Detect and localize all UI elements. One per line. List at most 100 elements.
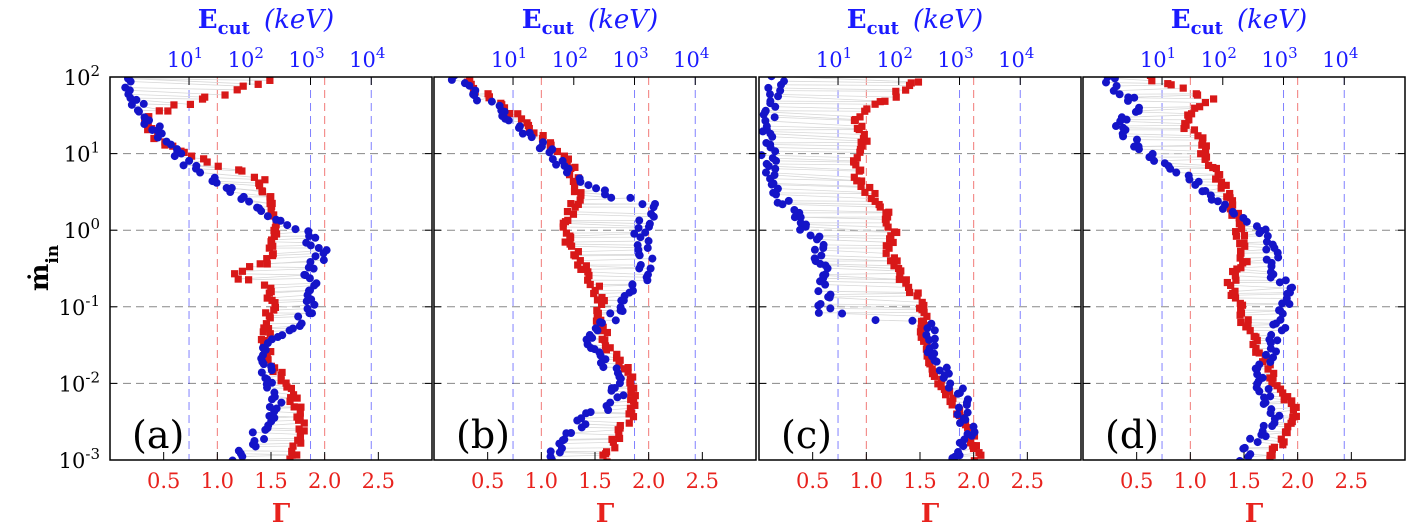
gamma-point <box>616 421 624 430</box>
y-tick-label: 10-3 <box>59 445 100 473</box>
gamma-point <box>278 368 286 377</box>
y-tick-exponent: -2 <box>85 368 100 386</box>
connector-line <box>240 453 297 456</box>
gamma-point <box>1196 103 1204 111</box>
gamma-point <box>287 384 295 393</box>
connector-line <box>567 211 652 215</box>
ecut-point <box>250 436 259 445</box>
gamma-point <box>1235 220 1243 228</box>
connector-line <box>248 277 310 281</box>
ecut-point <box>1194 177 1203 186</box>
ecut-point <box>311 233 320 242</box>
gamma-point <box>1234 209 1243 218</box>
gamma-point <box>267 236 276 244</box>
connector-line <box>1232 292 1290 294</box>
ecut-point <box>806 231 815 240</box>
gamma-point <box>155 107 163 115</box>
gamma-point <box>620 365 628 373</box>
connector-line <box>814 257 891 262</box>
gamma-point <box>270 211 278 219</box>
ecut-point <box>185 156 194 165</box>
gamma-point <box>1244 321 1252 329</box>
gamma-point <box>887 232 895 240</box>
ecut-point <box>815 232 824 241</box>
gamma-point <box>282 379 290 387</box>
connector-line <box>1247 324 1274 326</box>
gamma-point <box>530 129 538 137</box>
connector-line <box>588 275 647 278</box>
gamma-tick-label: 1.0 <box>1174 469 1207 493</box>
ecut-point <box>762 138 771 147</box>
connector-line <box>777 95 885 102</box>
ecut-point <box>814 287 823 296</box>
connector-line <box>766 141 862 144</box>
ecut-tick-label: 101 <box>167 44 203 72</box>
y-tick-exponent: 0 <box>90 215 100 233</box>
gamma-point <box>1146 77 1155 79</box>
gamma-point <box>890 262 898 270</box>
gamma-point <box>267 193 275 201</box>
connector-line <box>1240 257 1279 259</box>
ecut-point <box>1115 90 1124 99</box>
ecut-point <box>628 280 637 289</box>
connector-line <box>1240 265 1272 269</box>
gamma-point <box>263 260 271 268</box>
ecut-point <box>1103 77 1112 82</box>
connector-line <box>1240 313 1283 316</box>
connector-line <box>765 172 855 178</box>
connector-line <box>127 78 270 81</box>
gamma-point <box>859 135 868 143</box>
gamma-point <box>615 431 623 439</box>
gamma-point <box>890 254 898 262</box>
ecut-point <box>635 216 644 225</box>
gamma-point <box>627 396 635 404</box>
gamma-point <box>1266 451 1274 460</box>
connector-line <box>1164 162 1209 166</box>
gamma-point <box>603 458 611 460</box>
ecut-point <box>1286 284 1295 293</box>
gamma-axis-label: Γ <box>596 499 615 529</box>
ecut-tick-base: 10 <box>937 48 964 72</box>
ecut-tick-base: 10 <box>673 48 700 72</box>
gamma-point <box>1250 332 1258 340</box>
ecut-tick-exponent: 4 <box>376 44 386 62</box>
gamma-point <box>861 188 869 196</box>
gamma-point <box>941 391 950 399</box>
ecut-point <box>257 368 266 377</box>
gamma-point <box>566 240 574 248</box>
y-axis-label-sub: in <box>43 245 63 264</box>
gamma-point <box>593 296 602 304</box>
y-tick-exponent: -1 <box>85 292 100 310</box>
connector-line <box>825 273 900 275</box>
gamma-point <box>626 404 635 412</box>
panel-label: (c) <box>781 413 832 457</box>
ecut-point <box>294 312 303 321</box>
gamma-point <box>1240 239 1248 247</box>
gamma-point <box>866 183 874 192</box>
ecut-point <box>1228 207 1237 216</box>
ecut-point <box>192 161 201 170</box>
ecut-tick-exponent: 2 <box>578 44 588 62</box>
connector-line <box>575 254 640 257</box>
ecut-point <box>121 83 130 92</box>
gamma-point <box>1194 132 1202 140</box>
ecut-point <box>762 159 771 168</box>
gamma-tick-label: 2.5 <box>1011 469 1044 493</box>
ecut-point <box>172 145 181 154</box>
gamma-point <box>886 257 895 265</box>
gamma-point <box>553 147 562 156</box>
ecut-point <box>767 77 776 81</box>
connector-line <box>776 194 872 199</box>
connector-line <box>587 271 648 276</box>
connector-line <box>819 236 890 240</box>
gamma-point <box>885 208 893 216</box>
connector-line <box>800 229 897 233</box>
ecut-point <box>963 430 972 439</box>
y-tick-base: 10 <box>59 449 86 473</box>
gamma-point <box>1268 379 1276 388</box>
ecut-tick-exponent: 1 <box>194 44 204 62</box>
ecut-point <box>539 138 548 147</box>
gamma-point <box>1201 147 1210 155</box>
connector-line <box>1230 284 1291 289</box>
